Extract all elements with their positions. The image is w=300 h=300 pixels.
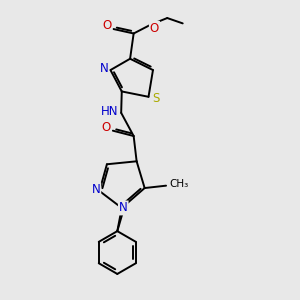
- Text: S: S: [152, 92, 160, 105]
- Text: N: N: [100, 62, 108, 75]
- Text: N: N: [119, 202, 128, 214]
- Text: O: O: [102, 19, 112, 32]
- Text: O: O: [102, 121, 111, 134]
- Text: N: N: [92, 183, 100, 196]
- Text: CH₃: CH₃: [169, 179, 188, 189]
- Text: O: O: [150, 22, 159, 34]
- Text: HN: HN: [101, 105, 118, 118]
